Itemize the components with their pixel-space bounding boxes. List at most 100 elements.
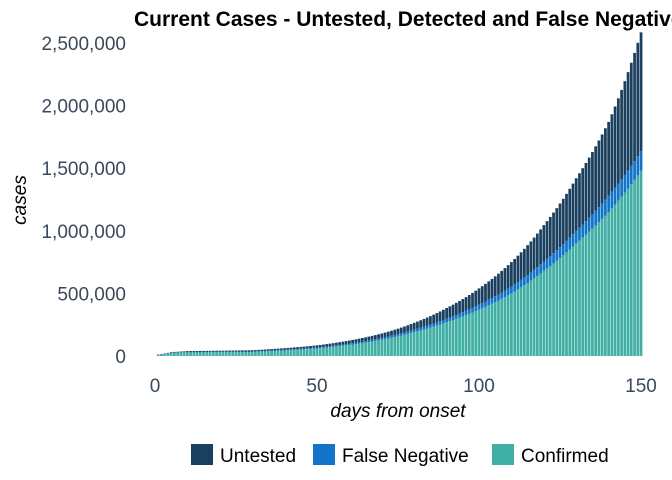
bar-untested [429, 316, 432, 325]
bar-confirmed [393, 337, 397, 356]
bar-confirmed [464, 315, 468, 356]
bar-confirmed [176, 352, 180, 356]
bar-untested [568, 188, 572, 238]
bar-untested [254, 350, 257, 352]
bar-confirmed [221, 352, 225, 356]
bar-confirmed [403, 334, 406, 356]
bar-false-negative [461, 312, 465, 317]
bar-untested [351, 339, 355, 344]
bar-false-negative [416, 328, 419, 332]
bar-confirmed [584, 234, 588, 356]
bar-confirmed [322, 347, 325, 356]
bar-false-negative [626, 170, 630, 189]
bar-false-negative [370, 339, 374, 342]
bar-false-negative [565, 240, 568, 253]
bar-untested [182, 351, 186, 353]
bar-confirmed [241, 352, 244, 356]
bar-confirmed [309, 348, 312, 356]
bar-false-negative [484, 301, 487, 307]
bar-confirmed [574, 243, 578, 356]
bar-confirmed [477, 309, 481, 356]
bar-false-negative [393, 334, 397, 338]
bar-false-negative [296, 348, 299, 350]
bar-confirmed [279, 350, 283, 356]
bar-false-negative [604, 199, 607, 216]
bar-false-negative [555, 250, 559, 261]
bar-untested [312, 345, 316, 348]
bar-untested [578, 173, 581, 228]
bar-confirmed [487, 305, 491, 356]
bar-confirmed [399, 335, 403, 356]
bar-untested [211, 350, 215, 352]
bar-confirmed [441, 323, 445, 356]
bar-false-negative [493, 296, 497, 303]
bar-untested [221, 350, 225, 352]
bar-confirmed [263, 351, 267, 356]
bar-confirmed [192, 352, 196, 356]
bar-confirmed [208, 352, 212, 356]
bar-false-negative [545, 258, 549, 269]
bar-false-negative [438, 321, 442, 325]
bar-false-negative [302, 348, 306, 350]
bar-false-negative [292, 349, 296, 350]
bar-untested [296, 347, 299, 349]
bar-untested [189, 351, 192, 353]
bar-false-negative [250, 351, 254, 352]
bar-confirmed [613, 204, 617, 356]
bar-untested [309, 345, 312, 349]
bar-confirmed [315, 348, 319, 356]
bar-confirmed [552, 263, 555, 356]
bar-confirmed [211, 352, 215, 356]
bar-confirmed [296, 349, 299, 356]
bar-untested [613, 106, 617, 188]
bar-confirmed [357, 343, 361, 356]
bar-untested [597, 140, 601, 208]
bar-confirmed [351, 344, 355, 356]
bar-untested [461, 299, 465, 313]
bar-confirmed [578, 240, 581, 356]
bar-confirmed [205, 352, 209, 356]
bar-untested [574, 178, 578, 231]
bar-false-negative [552, 253, 555, 264]
bar-confirmed [539, 273, 542, 356]
legend-item-confirmed: Confirmed [492, 444, 609, 467]
bar-confirmed [451, 320, 455, 356]
bar-false-negative [283, 349, 286, 351]
legend-item-untested: Untested [191, 444, 296, 467]
bar-false-negative [532, 269, 536, 279]
bar-false-negative [623, 174, 627, 193]
bar-untested [406, 325, 410, 332]
bar-untested [377, 334, 380, 339]
bar-untested [279, 348, 283, 350]
bar-false-negative [474, 306, 478, 312]
bar-confirmed [312, 348, 316, 356]
bar-untested [367, 336, 371, 341]
bar-untested [539, 229, 542, 265]
bar-untested [480, 286, 484, 304]
bar-confirmed [526, 283, 529, 356]
bar-untested [519, 252, 523, 280]
bar-untested [234, 350, 238, 352]
y-axis-title: cases [10, 175, 31, 225]
bar-confirmed [419, 330, 423, 356]
bar-untested [616, 98, 620, 184]
bar-false-negative [429, 324, 432, 328]
bar-false-negative [500, 292, 504, 299]
bar-confirmed [623, 192, 627, 356]
bar-confirmed [250, 351, 254, 356]
bar-untested [331, 343, 335, 346]
bar-untested [267, 349, 270, 351]
bar-untested [228, 350, 231, 352]
bar-confirmed [503, 297, 507, 356]
bar-confirmed [571, 246, 575, 356]
bar-untested [173, 351, 176, 353]
bar-untested [403, 326, 406, 333]
bar-untested [503, 268, 507, 291]
bar-confirmed [513, 291, 517, 356]
bar-false-negative [571, 234, 575, 247]
bar-untested [555, 208, 559, 251]
bar-untested [318, 344, 322, 348]
bar-untested [169, 352, 173, 353]
bar-false-negative [503, 290, 507, 298]
bar-confirmed [587, 231, 591, 356]
